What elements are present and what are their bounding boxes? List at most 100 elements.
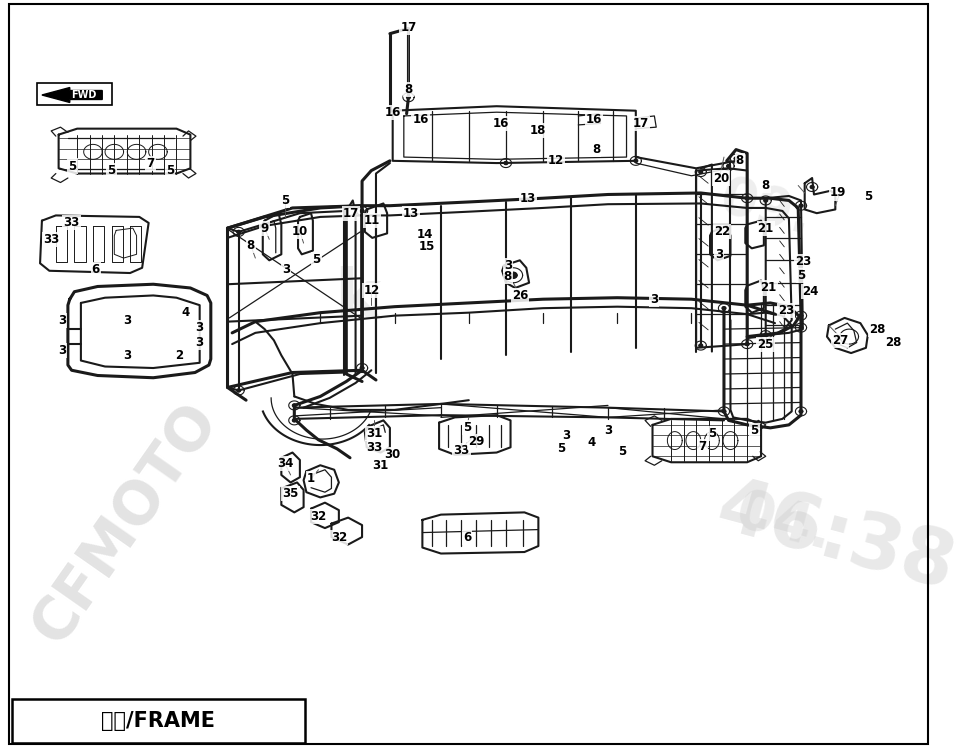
Text: 5: 5 — [281, 194, 289, 207]
Polygon shape — [42, 88, 102, 102]
Polygon shape — [634, 159, 638, 162]
Polygon shape — [699, 171, 703, 174]
FancyBboxPatch shape — [12, 699, 305, 743]
Text: 46:38: 46:38 — [709, 471, 962, 606]
Text: 3: 3 — [563, 429, 570, 442]
Text: 1: 1 — [307, 472, 316, 485]
Polygon shape — [504, 162, 508, 165]
Text: 04.: 04. — [730, 485, 839, 562]
Polygon shape — [810, 186, 814, 188]
Polygon shape — [361, 367, 364, 370]
Text: 17: 17 — [632, 117, 649, 130]
Text: 31: 31 — [372, 459, 389, 472]
Text: k: k — [334, 266, 380, 333]
Text: 33: 33 — [43, 233, 60, 246]
Text: 5: 5 — [108, 164, 116, 177]
Text: 16: 16 — [384, 105, 401, 119]
Text: 7: 7 — [146, 156, 155, 170]
Text: 18: 18 — [530, 124, 547, 138]
Text: 9: 9 — [261, 221, 269, 235]
Polygon shape — [722, 410, 726, 413]
Text: 5: 5 — [463, 421, 471, 435]
Text: 19: 19 — [830, 186, 847, 200]
Text: 13: 13 — [403, 206, 419, 220]
Polygon shape — [734, 157, 738, 160]
Polygon shape — [722, 307, 726, 310]
Polygon shape — [237, 389, 240, 392]
Text: 5: 5 — [863, 190, 872, 203]
Polygon shape — [292, 404, 296, 407]
Text: 3: 3 — [196, 336, 204, 349]
Polygon shape — [799, 410, 803, 413]
Text: 12: 12 — [364, 283, 379, 297]
Polygon shape — [727, 165, 730, 168]
Text: 5: 5 — [69, 159, 76, 173]
Text: 5: 5 — [708, 427, 716, 441]
Text: 22: 22 — [714, 225, 730, 239]
Polygon shape — [746, 343, 749, 346]
Text: 28: 28 — [886, 336, 902, 349]
Text: 32: 32 — [330, 530, 347, 544]
Text: 3: 3 — [715, 248, 723, 261]
Text: 5: 5 — [166, 164, 174, 177]
Text: 35: 35 — [282, 487, 299, 500]
Text: 10: 10 — [292, 225, 308, 239]
Text: 27: 27 — [832, 334, 848, 347]
Text: 5: 5 — [751, 423, 759, 437]
Text: 28: 28 — [869, 322, 885, 336]
Text: FWD: FWD — [71, 90, 96, 100]
Text: 24: 24 — [802, 285, 818, 298]
Text: 25: 25 — [758, 337, 774, 351]
Polygon shape — [510, 272, 517, 278]
Polygon shape — [361, 209, 364, 212]
Text: 3: 3 — [123, 349, 131, 362]
Polygon shape — [746, 197, 749, 200]
Text: 3: 3 — [123, 313, 131, 327]
Text: 8: 8 — [592, 143, 600, 156]
Text: 16: 16 — [586, 113, 603, 126]
Text: 3: 3 — [504, 259, 512, 272]
Text: 8: 8 — [405, 83, 413, 96]
Text: 车架/FRAME: 车架/FRAME — [101, 711, 216, 731]
Text: 11: 11 — [365, 214, 380, 227]
Polygon shape — [699, 344, 703, 347]
Text: 23: 23 — [778, 304, 794, 317]
Text: 17: 17 — [401, 21, 416, 34]
Text: 6: 6 — [463, 530, 471, 544]
Text: 4: 4 — [587, 436, 596, 450]
Text: 4: 4 — [181, 306, 190, 319]
Text: 5: 5 — [558, 442, 565, 456]
Text: 8: 8 — [736, 154, 744, 168]
Text: 3: 3 — [604, 423, 612, 437]
Text: 21: 21 — [760, 281, 776, 295]
Text: 3: 3 — [196, 321, 204, 334]
Text: 16: 16 — [493, 117, 510, 130]
Text: 23: 23 — [795, 255, 811, 269]
Text: 7: 7 — [699, 440, 707, 453]
Text: 3: 3 — [58, 343, 67, 357]
Text: 31: 31 — [366, 427, 382, 441]
Text: 3: 3 — [58, 313, 67, 327]
Polygon shape — [237, 230, 240, 233]
Text: 32: 32 — [311, 509, 326, 523]
Text: 6: 6 — [91, 263, 100, 276]
Polygon shape — [799, 314, 803, 317]
Polygon shape — [292, 419, 296, 422]
Text: 15: 15 — [418, 240, 435, 254]
Text: 17: 17 — [343, 206, 359, 220]
Text: 33: 33 — [453, 444, 469, 457]
Text: 21: 21 — [758, 221, 774, 235]
Text: 13: 13 — [520, 191, 536, 205]
Text: 14: 14 — [416, 227, 433, 241]
Text: 09.: 09. — [713, 172, 817, 247]
Text: 16: 16 — [413, 113, 428, 126]
Polygon shape — [763, 334, 767, 337]
Text: 34: 34 — [277, 457, 293, 470]
Polygon shape — [799, 204, 803, 207]
Text: 33: 33 — [64, 215, 79, 229]
Text: 5: 5 — [617, 444, 626, 458]
Text: 30: 30 — [384, 448, 401, 462]
Text: 8: 8 — [504, 270, 512, 283]
Text: 26: 26 — [512, 289, 528, 302]
Polygon shape — [799, 326, 803, 329]
